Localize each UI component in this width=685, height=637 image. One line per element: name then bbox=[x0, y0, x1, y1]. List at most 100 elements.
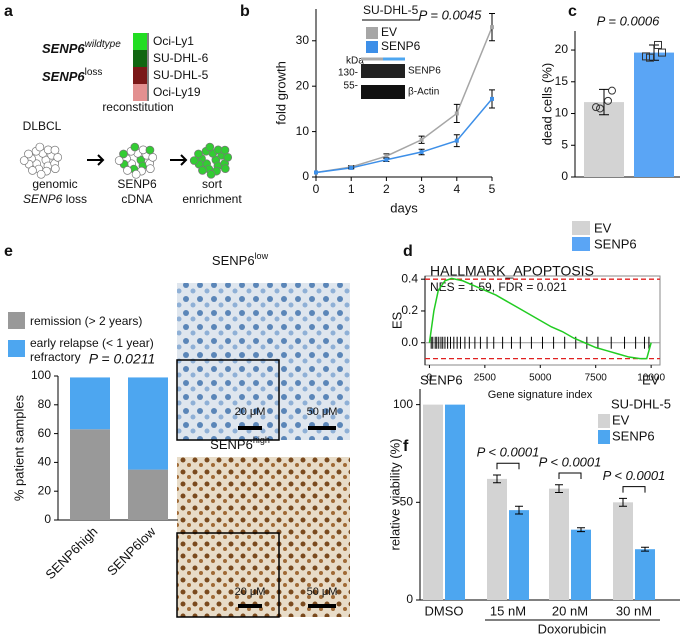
bar bbox=[549, 488, 569, 600]
cell bbox=[35, 142, 45, 152]
y-tick-label: 10 bbox=[555, 106, 569, 120]
x-tick-label: 10000 bbox=[637, 373, 665, 384]
bar-segment bbox=[128, 377, 168, 470]
genotype-label: SENP6loss bbox=[42, 67, 102, 85]
marker bbox=[349, 165, 354, 170]
bar-segment bbox=[70, 429, 110, 520]
cell bbox=[145, 145, 155, 155]
x-tick-label: SENP6high bbox=[42, 524, 100, 582]
step-label: genomic bbox=[32, 177, 77, 191]
gene: SENP6 bbox=[210, 437, 253, 452]
cell bbox=[50, 164, 60, 173]
marker bbox=[384, 154, 389, 159]
panel-label: b bbox=[240, 3, 250, 20]
gene: SENP6 bbox=[212, 253, 255, 268]
y-axis-label: % patient samples bbox=[11, 394, 26, 501]
bar bbox=[509, 510, 529, 600]
bar bbox=[634, 52, 674, 177]
legend-swatch bbox=[572, 237, 590, 251]
y-tick-label: 30 bbox=[296, 33, 310, 47]
step-label: SENP6 bbox=[117, 177, 157, 191]
cell bbox=[223, 152, 233, 162]
level: low bbox=[255, 251, 269, 261]
chart-title: HALLMARK_APOPTOSIS bbox=[430, 263, 594, 279]
x-tick-label: 5 bbox=[489, 182, 496, 196]
y-tick-label: 20 bbox=[38, 483, 52, 497]
level: high bbox=[253, 435, 270, 445]
cell-diagram bbox=[19, 142, 233, 179]
cell-line: SU-DHL-5 bbox=[153, 68, 209, 82]
legend-label: EV bbox=[612, 412, 630, 427]
blot-marker: 55- bbox=[344, 81, 358, 92]
error-bar bbox=[515, 505, 523, 515]
y-tick-label: 60 bbox=[38, 426, 52, 440]
y-tick-label: 20 bbox=[296, 78, 310, 92]
es-curve bbox=[428, 277, 652, 360]
marker bbox=[490, 96, 494, 101]
x-tick-label: 20 nM bbox=[552, 603, 588, 618]
cell bbox=[123, 166, 132, 175]
point bbox=[608, 86, 616, 95]
bar bbox=[571, 529, 591, 600]
legend-swatch bbox=[8, 312, 25, 329]
genotype-label: SENP6wildtype bbox=[42, 39, 121, 57]
swatch bbox=[133, 50, 147, 67]
cell bbox=[119, 149, 128, 159]
sig-bracket bbox=[558, 472, 582, 480]
annotation: P < 0.0001 bbox=[477, 445, 540, 460]
marker bbox=[454, 138, 459, 143]
blot-band-label: β-Actin bbox=[408, 87, 439, 98]
scale-label: 50 μM bbox=[307, 586, 338, 598]
y-tick-label: 0.2 bbox=[401, 303, 418, 317]
y-tick-label: 0 bbox=[406, 592, 413, 606]
bar bbox=[423, 404, 443, 600]
arrow bbox=[87, 154, 188, 166]
y-tick-label: 50 bbox=[400, 494, 414, 508]
scale-label: 20 μM bbox=[235, 586, 266, 598]
cell bbox=[205, 142, 215, 152]
y-tick-label: 15 bbox=[555, 74, 569, 88]
annotation: P = 0.0006 bbox=[597, 13, 661, 28]
marker bbox=[419, 137, 424, 142]
gene: SENP6 bbox=[23, 192, 63, 206]
blot-unit: kDa bbox=[346, 56, 364, 67]
y-tick-label: 0.0 bbox=[401, 335, 418, 349]
scale-label: 50 μM bbox=[307, 406, 338, 418]
x-tick-label: 7500 bbox=[585, 373, 608, 384]
blot-band-label: SENP6 bbox=[408, 66, 441, 77]
legend-title: SU-DHL-5 bbox=[363, 3, 419, 17]
x-tick-label: 3 bbox=[418, 182, 425, 196]
cell bbox=[19, 156, 29, 165]
y-tick-label: 10 bbox=[296, 124, 310, 138]
y-tick-label: 80 bbox=[38, 397, 52, 411]
scale-bar bbox=[238, 426, 262, 430]
legend-label: early relapse (< 1 year) refractory bbox=[30, 336, 154, 364]
point bbox=[596, 104, 604, 113]
marker bbox=[490, 25, 494, 30]
cell-line: SU-DHL-6 bbox=[153, 51, 209, 65]
x-tick-label: 15 nM bbox=[490, 603, 526, 618]
bar-segment bbox=[128, 469, 168, 520]
cell bbox=[220, 164, 230, 173]
step-label: DLBCL bbox=[23, 119, 62, 133]
blot-band bbox=[361, 85, 405, 99]
y-tick-label: 100 bbox=[393, 397, 413, 411]
word: loss bbox=[66, 192, 87, 206]
cell bbox=[206, 169, 216, 179]
annotation: P < 0.0001 bbox=[603, 468, 666, 483]
panel-label: a bbox=[4, 3, 13, 20]
x-tick-label: DMSO bbox=[425, 603, 464, 618]
error-bar bbox=[555, 484, 563, 494]
sig-bracket bbox=[496, 462, 520, 470]
legend-title: SU-DHL-5 bbox=[611, 396, 671, 411]
y-tick-label: 20 bbox=[555, 42, 569, 56]
swatch bbox=[133, 84, 147, 101]
y-axis-label: dead cells (%) bbox=[539, 63, 554, 145]
x-tick-label: SENP6low bbox=[104, 524, 159, 579]
point bbox=[604, 96, 612, 105]
legend-swatch bbox=[8, 340, 25, 357]
y-tick-label: 0 bbox=[561, 169, 568, 183]
gene: SENP6 bbox=[42, 69, 85, 84]
x-tick-label: 1 bbox=[348, 182, 355, 196]
